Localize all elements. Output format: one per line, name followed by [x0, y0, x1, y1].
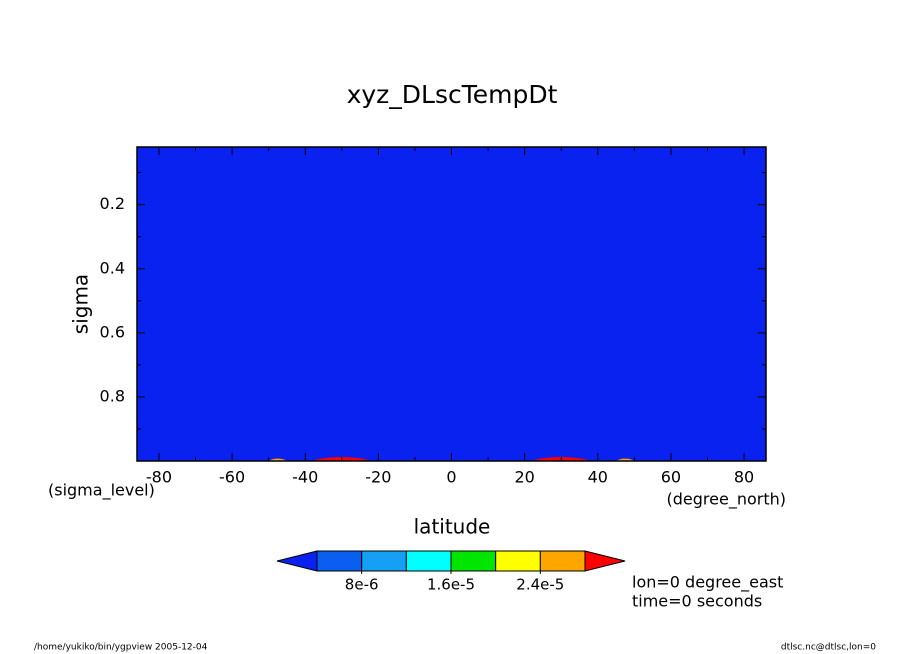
colorbar-box: [539, 550, 586, 572]
y-tick-label: 0.6: [100, 322, 125, 341]
y-tick-label: 0.4: [100, 258, 125, 277]
colorbar-tick-label: 2.4e-5: [516, 576, 564, 594]
colorbar-tick-label: 8e-6: [345, 576, 379, 594]
y-tick-label: 0.8: [100, 386, 125, 405]
colorbar-triangle: [276, 550, 318, 572]
colorbar-box: [450, 550, 497, 572]
colorbar-box: [495, 550, 541, 572]
x-tick-label: -20: [365, 468, 391, 487]
colorbar-box: [316, 550, 363, 572]
colorbar-box: [405, 550, 452, 572]
x-tick-label: 0: [446, 468, 456, 487]
annotation: time=0 seconds: [632, 592, 762, 611]
y-axis-label: sigma: [69, 274, 93, 334]
x-tick-label: 80: [734, 468, 754, 487]
colorbar-tick-label: 1.6e-5: [427, 576, 475, 594]
field-background: [137, 147, 766, 461]
x-tick-label: -40: [292, 468, 318, 487]
annotation: lon=0 degree_east: [632, 573, 783, 593]
x-units: (degree_north): [667, 490, 786, 510]
x-tick-label: 20: [514, 468, 534, 487]
x-tick-label: -80: [146, 468, 172, 487]
x-tick-label: 60: [661, 468, 681, 487]
footer: dtlsc.nc@dtlsc,lon=0: [781, 643, 876, 653]
x-tick-label: 40: [588, 468, 608, 487]
y-tick-label: 0.2: [100, 194, 125, 213]
colorbar-triangle: [584, 550, 626, 572]
x-tick-label: -60: [219, 468, 245, 487]
footer: /home/yukiko/bin/ygpview 2005-12-04: [34, 643, 208, 653]
colorbar-box: [361, 550, 407, 572]
chart-title: xyz_DLscTempDt: [347, 80, 558, 109]
x-axis-label: latitude: [414, 515, 491, 539]
y-units: (sigma_level): [48, 481, 155, 501]
